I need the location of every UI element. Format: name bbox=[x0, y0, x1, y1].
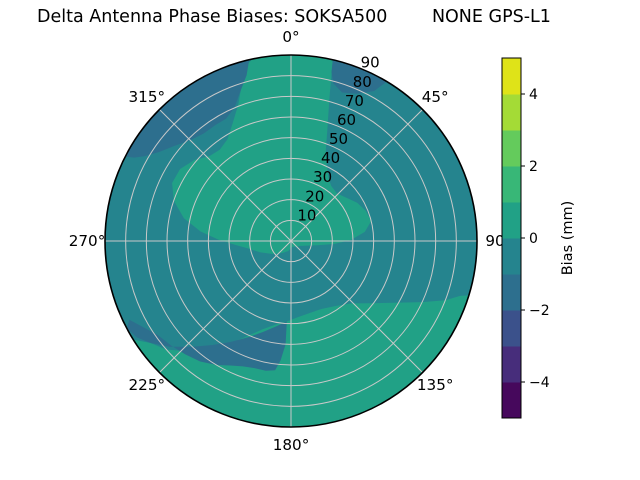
angular-tick-labels: 0° 45° 90 135° 180° 225° 270° 315° bbox=[69, 28, 505, 454]
colorbar-tick-label: 0 bbox=[529, 231, 538, 247]
colorbar-ticks: 4 2 0 −2 −4 bbox=[521, 87, 550, 391]
radial-tick-label: 30 bbox=[313, 168, 332, 186]
green-blob-center-northwest bbox=[172, 55, 372, 254]
radial-tick-label: 70 bbox=[345, 92, 364, 110]
colorbar-band bbox=[502, 310, 521, 347]
colorbar-tick-label: −4 bbox=[529, 375, 550, 391]
angular-tick-label: 270° bbox=[69, 232, 106, 250]
radial-tick-label: 40 bbox=[321, 149, 340, 167]
colorbar-tick-label: −2 bbox=[529, 303, 550, 319]
colorbar bbox=[501, 57, 522, 419]
colorbar-band bbox=[502, 58, 521, 95]
angular-tick-label: 315° bbox=[129, 88, 166, 106]
colorbar-band bbox=[502, 130, 521, 167]
radial-tick-label: 10 bbox=[297, 206, 316, 224]
radial-tick-label: 50 bbox=[329, 130, 348, 148]
green-blob-south bbox=[133, 295, 469, 427]
colorbar-band bbox=[502, 94, 521, 131]
radial-tick-label: 20 bbox=[305, 187, 324, 205]
angular-tick-label: 0° bbox=[282, 28, 299, 46]
colorbar-band bbox=[502, 202, 521, 239]
angular-tick-label: 225° bbox=[129, 376, 166, 394]
angular-tick-label: 180° bbox=[273, 436, 310, 454]
colorbar-band bbox=[502, 166, 521, 203]
angular-tick-label: 90 bbox=[485, 232, 504, 250]
colorbar-band bbox=[502, 238, 521, 275]
contour-regions bbox=[125, 55, 469, 427]
colorbar-band bbox=[502, 382, 521, 419]
polar-rim bbox=[104, 54, 478, 428]
radial-tick-label: 90 bbox=[361, 54, 380, 72]
colorbar-tick-label: 2 bbox=[529, 159, 538, 175]
colorbar-band bbox=[502, 274, 521, 311]
dark-band-southwest bbox=[126, 319, 287, 371]
angular-tick-label: 135° bbox=[417, 376, 454, 394]
polar-grid bbox=[105, 55, 477, 427]
colorbar-label: Bias (mm) bbox=[560, 201, 576, 276]
radial-tick-label: 80 bbox=[353, 73, 372, 91]
dark-arc-northwest bbox=[125, 59, 250, 158]
colorbar-axis-label: Bias (mm) bbox=[560, 201, 576, 276]
colorbar-tick-label: 4 bbox=[529, 87, 538, 103]
colorbar-band bbox=[502, 346, 521, 383]
angular-tick-label: 45° bbox=[422, 88, 449, 106]
radial-tick-label: 60 bbox=[337, 111, 356, 129]
chart-title: Delta Antenna Phase Biases: SOKSA500 NON… bbox=[37, 7, 551, 27]
